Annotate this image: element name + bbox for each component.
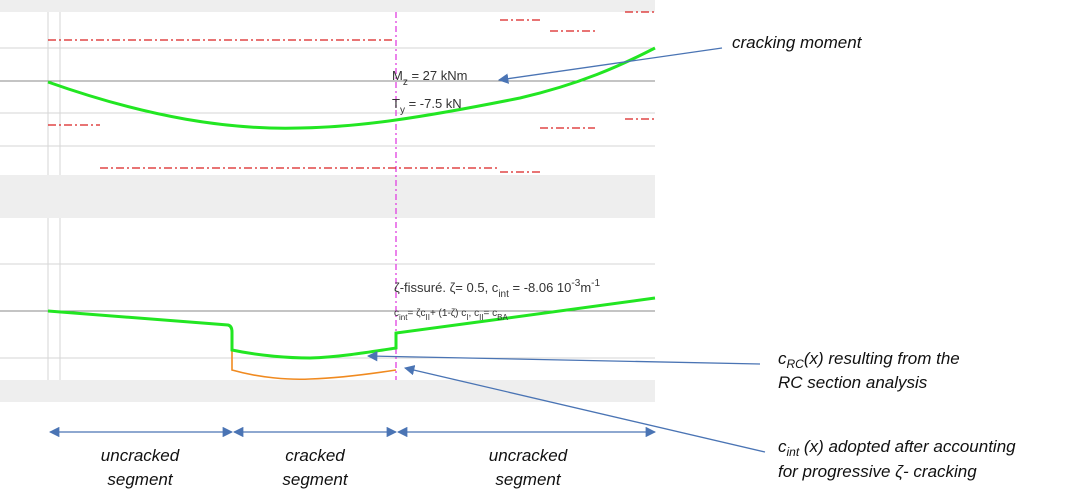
- callout-text: cRC(x) resulting from the: [778, 349, 960, 371]
- segment-label: cracked: [285, 446, 345, 465]
- symbol: c: [778, 437, 787, 456]
- band: [0, 380, 655, 402]
- segment-label: segment: [282, 470, 348, 489]
- segment-label: segment: [107, 470, 173, 489]
- moment-curve: [47, 46, 656, 130]
- text: ζ-fissuré. ζ= 0.5, c: [394, 280, 499, 295]
- subscript: II: [425, 313, 429, 322]
- band: [0, 0, 655, 12]
- callout-text: for progressive ζ- cracking: [778, 462, 977, 481]
- c-int-curve: [47, 296, 656, 360]
- text: = 27 kNm: [408, 68, 468, 83]
- moment-label: Mz = 27 kNm: [392, 68, 467, 88]
- segment-label: uncracked: [489, 446, 568, 465]
- text: c: [394, 308, 399, 319]
- subscript: II: [479, 313, 483, 322]
- text: (x) resulting from the: [804, 349, 960, 368]
- text: (x) adopted after accounting: [799, 437, 1016, 456]
- text: = ζc: [407, 308, 425, 319]
- text: + (1-ζ) c: [430, 308, 466, 319]
- subscript: z: [403, 77, 408, 88]
- exponent: -1: [591, 278, 600, 289]
- text: = -8.06 10: [509, 280, 572, 295]
- zeta-label: ζ-fissuré. ζ= 0.5, cint = -8.06 10-3m-1: [394, 278, 600, 300]
- shear-label: Ty = -7.5 kN: [392, 96, 462, 116]
- limit-lines: [48, 11, 655, 173]
- text: = c: [484, 308, 498, 319]
- symbol: c: [778, 349, 787, 368]
- subscript: y: [400, 105, 405, 116]
- unit: m: [580, 280, 591, 295]
- subscript: RC: [787, 357, 805, 371]
- callout-text: cint (x) adopted after accounting: [778, 437, 1016, 459]
- symbol: M: [392, 68, 403, 83]
- subscript: int: [498, 289, 509, 300]
- subscript: int: [399, 313, 408, 322]
- formula: cint= ζcII+ (1-ζ) cI, cII= cBA: [394, 308, 509, 322]
- segment-label: segment: [495, 470, 561, 489]
- text: , c: [469, 308, 480, 319]
- subscript: I: [466, 313, 468, 322]
- callout-arrows: [48, 47, 766, 453]
- subscript: int: [787, 445, 800, 459]
- segment-label: uncracked: [101, 446, 180, 465]
- symbol: T: [392, 96, 400, 111]
- exponent: -3: [571, 278, 580, 289]
- c-rc-curve: [231, 350, 397, 381]
- axis: [0, 80, 655, 312]
- callout-text: RC section analysis: [778, 373, 928, 392]
- callout-text: cracking moment: [732, 33, 863, 52]
- band: [0, 175, 655, 218]
- text: = -7.5 kN: [405, 96, 462, 111]
- subscript: BA: [497, 313, 508, 322]
